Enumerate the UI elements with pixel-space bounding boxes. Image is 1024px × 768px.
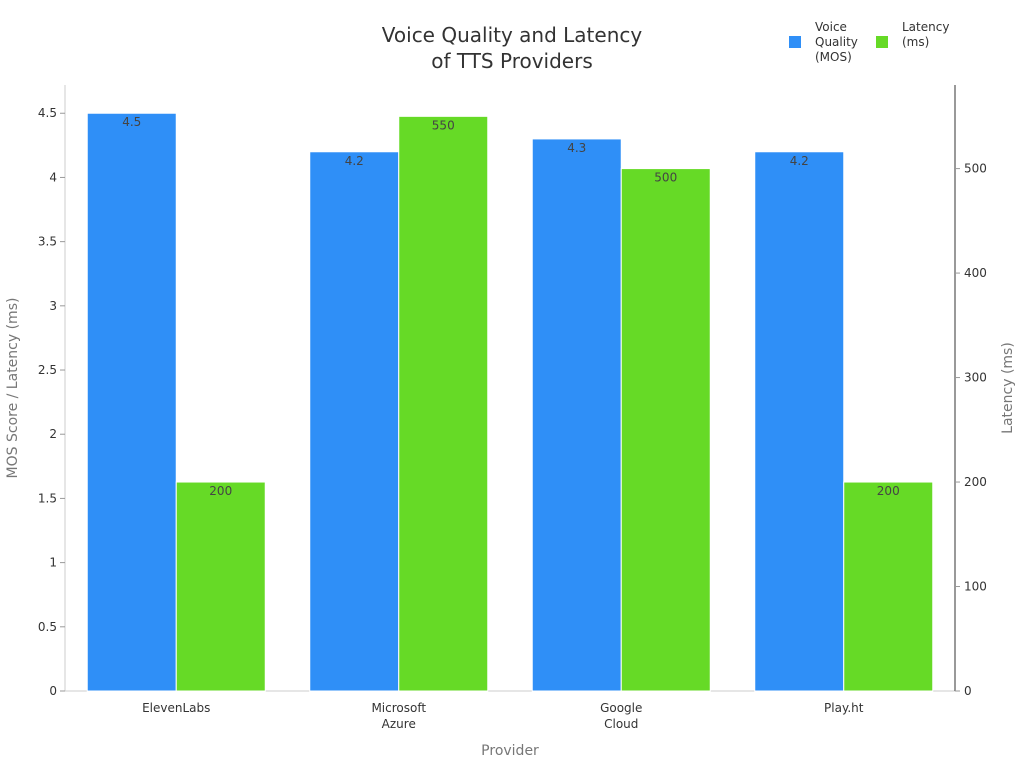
left-tick-label: 1: [49, 556, 57, 570]
right-tick-label: 400: [964, 266, 987, 280]
left-tick-label: 0.5: [38, 620, 57, 634]
y2-axis-title: Latency (ms): [1000, 342, 1016, 434]
bar-value-label: 4.2: [790, 154, 809, 168]
y-axis-title: MOS Score / Latency (ms): [5, 298, 21, 479]
left-tick-label: 2: [49, 427, 57, 441]
right-tick-label: 0: [964, 684, 972, 698]
category-label: Microsoft Azure: [371, 701, 426, 731]
category-label: Play.ht: [824, 701, 864, 715]
bar-voice-quality: [754, 151, 845, 692]
right-tick-label: 300: [964, 371, 987, 385]
category-label: Google Cloud: [600, 701, 642, 731]
bar-latency: [398, 115, 489, 692]
right-tick-label: 100: [964, 580, 987, 594]
right-tick-label: 500: [964, 162, 987, 176]
bar-voice-quality: [86, 112, 177, 692]
bar-voice-quality: [531, 138, 622, 692]
bar-value-label: 4.2: [345, 154, 364, 168]
bar-latency: [175, 481, 266, 692]
left-tick-label: 2.5: [38, 363, 57, 377]
bar-value-label: 500: [654, 171, 677, 185]
bar-value-label: 4.5: [122, 115, 141, 129]
left-tick-label: 3: [49, 299, 57, 313]
bar-value-label: 4.3: [567, 141, 586, 155]
x-axis-title: Provider: [481, 743, 539, 759]
bar-latency: [843, 481, 934, 692]
chart-title: Voice Quality and Latency of TTS Provider…: [382, 23, 643, 73]
legend-label: Voice Quality (MOS): [815, 20, 858, 64]
bar-voice-quality: [309, 151, 400, 692]
left-tick-label: 3.5: [38, 235, 57, 249]
right-tick-label: 200: [964, 475, 987, 489]
left-tick-label: 0: [49, 684, 57, 698]
left-tick-label: 4.5: [38, 106, 57, 120]
left-tick-label: 1.5: [38, 491, 57, 505]
bar-value-label: 200: [877, 484, 900, 498]
category-label: ElevenLabs: [142, 701, 210, 715]
legend-swatch: [789, 36, 801, 48]
bar-latency: [620, 168, 711, 692]
bar-value-label: 550: [432, 118, 455, 132]
left-tick-label: 4: [49, 170, 57, 184]
bar-value-label: 200: [209, 484, 232, 498]
legend-swatch: [876, 36, 888, 48]
legend-label: Latency (ms): [902, 20, 949, 49]
